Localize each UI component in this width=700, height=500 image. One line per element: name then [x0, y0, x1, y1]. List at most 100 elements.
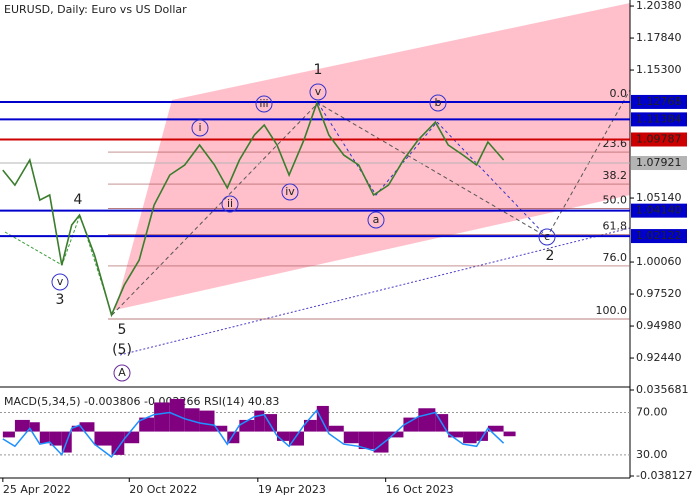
y-tick-label: 1.00060	[636, 255, 682, 268]
macd-bar	[39, 431, 50, 444]
price-level-label: 1.12768	[636, 95, 682, 108]
macd-bar	[316, 405, 329, 432]
macd-bar	[264, 414, 278, 432]
x-tick-label: 20 Oct 2022	[129, 483, 197, 496]
y-tick-label: -0.038127	[636, 469, 692, 482]
y-tick-label: 1.15300	[636, 63, 682, 76]
macd-bar	[29, 422, 40, 432]
price-level-box	[631, 132, 687, 147]
y-tick-label: 0.94980	[636, 319, 682, 332]
channel	[115, 3, 630, 310]
y-tick-label: 1.20380	[636, 0, 682, 12]
y-tick-label: 70.00	[636, 405, 668, 418]
macd-bar	[49, 431, 62, 446]
macd-bar	[388, 431, 404, 438]
wave-circle	[281, 183, 299, 201]
wave-label: 5	[118, 322, 127, 338]
macd-bar	[79, 422, 95, 432]
wave-label: iv	[285, 185, 295, 198]
chart-title: EURUSD, Daily: Euro vs US Dollar	[4, 3, 187, 16]
wave-label: 3	[56, 292, 65, 308]
macd-bar	[463, 431, 477, 444]
macd-bar	[358, 431, 374, 450]
macd-bar	[14, 419, 30, 432]
macd-bar	[71, 425, 80, 432]
macd-bar	[418, 408, 436, 432]
y-tick-label: 0.97520	[636, 287, 682, 300]
macd-bar	[184, 408, 200, 432]
price-level-box	[631, 112, 687, 127]
macd-bar	[94, 431, 112, 446]
wave-label: 2	[546, 248, 555, 264]
macd-bar	[139, 417, 155, 432]
macd-bar	[2, 431, 15, 438]
macd-bar	[214, 425, 228, 432]
x-tick-label: 16 Oct 2023	[386, 483, 454, 496]
wave-label: A	[118, 366, 126, 379]
wave-label: i	[198, 121, 201, 134]
macd-bar	[343, 431, 359, 444]
macd-bar	[111, 431, 125, 455]
wave-circle	[309, 83, 327, 101]
y-tick-label: 1.05140	[636, 191, 682, 204]
wave-circle	[51, 273, 69, 291]
x-tick-label: 25 Apr 2022	[3, 483, 71, 496]
x-tick-label: 19 Apr 2023	[258, 483, 326, 496]
fib-label: 38.2	[603, 169, 628, 182]
wave-label: v	[315, 85, 322, 98]
y-tick-label: 0.92440	[636, 351, 682, 364]
macd-bar	[154, 402, 170, 432]
rsi-line	[2, 408, 505, 458]
wave-circle	[538, 228, 556, 246]
wave-label: (5)	[112, 342, 132, 358]
y-tick-label: 30.00	[636, 448, 668, 461]
wave-label: b	[435, 96, 442, 109]
price-level-label: 1.04140	[636, 204, 682, 217]
wave-label: a	[373, 213, 380, 226]
fib-label: 61.8	[603, 220, 628, 233]
macd-bar	[448, 431, 464, 438]
wave-label: c	[544, 230, 550, 243]
price-level-label: 1.02122	[636, 229, 682, 242]
fib-label: 0.0	[610, 87, 628, 100]
price-level-label: 1.07921	[636, 156, 682, 169]
trend-line	[119, 227, 631, 356]
y-tick-label: 0.035681	[636, 383, 689, 396]
wave-circle	[367, 211, 385, 229]
macd-bar	[239, 419, 255, 432]
wave-label: v	[57, 275, 64, 288]
macd-bar	[199, 410, 215, 432]
macd-bar	[277, 431, 290, 441]
wave-line	[317, 102, 548, 238]
fib-label: 100.0	[596, 304, 628, 317]
wave-circle	[191, 119, 209, 137]
price-line	[2, 100, 505, 318]
macd-bar	[487, 425, 504, 432]
fib-label: 76.0	[603, 251, 628, 264]
price-level-box	[631, 156, 687, 171]
macd-bar	[403, 417, 419, 432]
price-level-label: 1.11384	[636, 112, 682, 125]
macd-bar	[303, 419, 317, 432]
price-level-box	[631, 94, 687, 109]
wave-circle	[113, 364, 131, 382]
macd-bar	[124, 431, 140, 444]
wave-label: ii	[227, 197, 233, 210]
wave-label: iii	[259, 97, 268, 110]
macd-bar	[328, 425, 344, 432]
wave-label: 1	[314, 62, 323, 78]
price-level-label: 1.09787	[636, 132, 682, 145]
price-level-box	[631, 229, 687, 244]
fib-label: 50.0	[603, 194, 628, 207]
macd-bar	[227, 431, 240, 444]
macd-bar	[254, 410, 265, 432]
indicator-title: MACD(5,34,5) -0.003806 -0.002266 RSI(14)…	[4, 395, 279, 408]
wave-label: 4	[74, 192, 83, 208]
macd-bar	[503, 431, 516, 437]
price-level-box	[631, 203, 687, 218]
wave-circle	[221, 195, 239, 213]
wave-line	[4, 213, 113, 316]
wave-circle	[429, 94, 447, 112]
wave-circle	[255, 95, 273, 113]
